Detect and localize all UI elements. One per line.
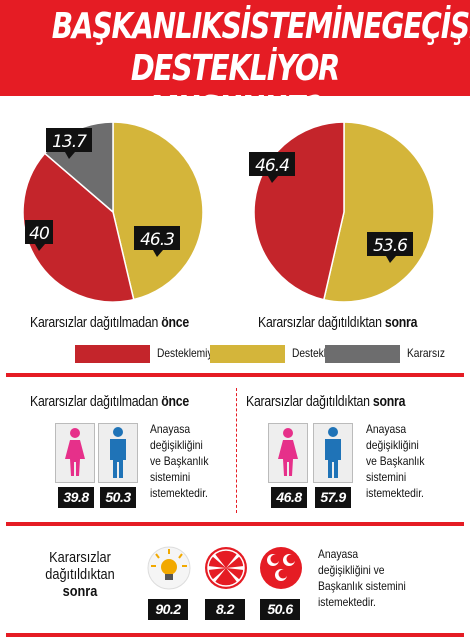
legend-label: Desteklemiyor: [157, 346, 222, 360]
pie-slice-destekliyor: [322, 121, 435, 303]
pie-slice-desteklemiyor: [253, 121, 345, 301]
female-box-after: [268, 423, 308, 483]
male-value-before: 50.3: [100, 487, 136, 508]
party-desc: Anayasa değişikliğini ve Başkanlık siste…: [318, 547, 406, 609]
male-icon: [325, 427, 341, 478]
pie-label-destekliyor: 46.3: [134, 226, 180, 257]
akp-lamp-icon: [147, 546, 191, 590]
mhp-value: 50.6: [260, 599, 300, 620]
title-line-2: DESTEKLİYOR MUSUNUZ?: [130, 48, 341, 130]
pie-caption-after: Kararsızlar dağıtıldıktan sonra: [258, 314, 418, 331]
pie-slice-desteklemiyor: [22, 152, 135, 303]
gender-desc-after: Anayasa değişikliğini ve Başkanlık siste…: [366, 422, 425, 500]
header-banner: BAŞKANLIKSİSTEMİNEGEÇİŞİ DESTEKLİYOR MUS…: [0, 0, 470, 130]
male-value-after: 57.9: [315, 487, 351, 508]
female-value-after: 46.8: [271, 487, 307, 508]
gender-title-before: Kararsızlar dağıtılmadan önce: [30, 393, 190, 410]
legend-swatch: [325, 345, 400, 363]
male-icon: [110, 427, 126, 478]
pie-label-desteklemiyor: 40: [25, 220, 53, 251]
akp-value: 90.2: [148, 599, 188, 620]
gender-desc-before: Anayasa değişikliğini ve Başkanlık siste…: [150, 422, 209, 500]
legend-swatch: [75, 345, 150, 363]
pie-caption-before: Kararsızlar dağıtılmadan önce: [30, 314, 190, 331]
female-icon: [278, 428, 298, 476]
chp-value: 8.2: [205, 599, 245, 620]
pie-label-destekliyor: 53.6: [367, 232, 413, 263]
svg-text:46.4: 46.4: [255, 156, 289, 176]
legend-swatch: [210, 345, 285, 363]
chp-six-arrows-icon: [205, 547, 247, 589]
party-title: Kararsızlar dağıtıldıktan sonra: [45, 549, 115, 600]
female-value-before: 39.8: [58, 487, 94, 508]
svg-text:53.6: 53.6: [373, 236, 408, 256]
pie-slice-destekliyor: [112, 121, 204, 301]
divider-1: [6, 373, 464, 377]
male-box-after: [313, 423, 353, 483]
mhp-crescents-icon: [260, 547, 302, 589]
male-box-before: [98, 423, 138, 483]
pie-charts: 46.3 40 13.7 53.6 46.4: [22, 121, 435, 303]
female-icon: [65, 428, 85, 476]
title-line-1: BAŞKANLIKSİSTEMİNEGEÇİŞİ: [51, 6, 470, 47]
divider-2: [6, 522, 464, 526]
pie-label-desteklemiyor: 46.4: [249, 152, 295, 183]
gender-title-after: Kararsızlar dağıtıldıktan sonra: [246, 393, 406, 410]
section-divider: [236, 388, 237, 513]
legend-label: Kararsız: [407, 346, 445, 360]
pie-label-kararsız: 13.7: [46, 128, 92, 159]
svg-text:13.7: 13.7: [52, 132, 87, 152]
divider-3: [6, 633, 464, 637]
svg-text:40: 40: [29, 224, 49, 244]
female-box-before: [55, 423, 95, 483]
svg-text:46.3: 46.3: [140, 230, 174, 250]
